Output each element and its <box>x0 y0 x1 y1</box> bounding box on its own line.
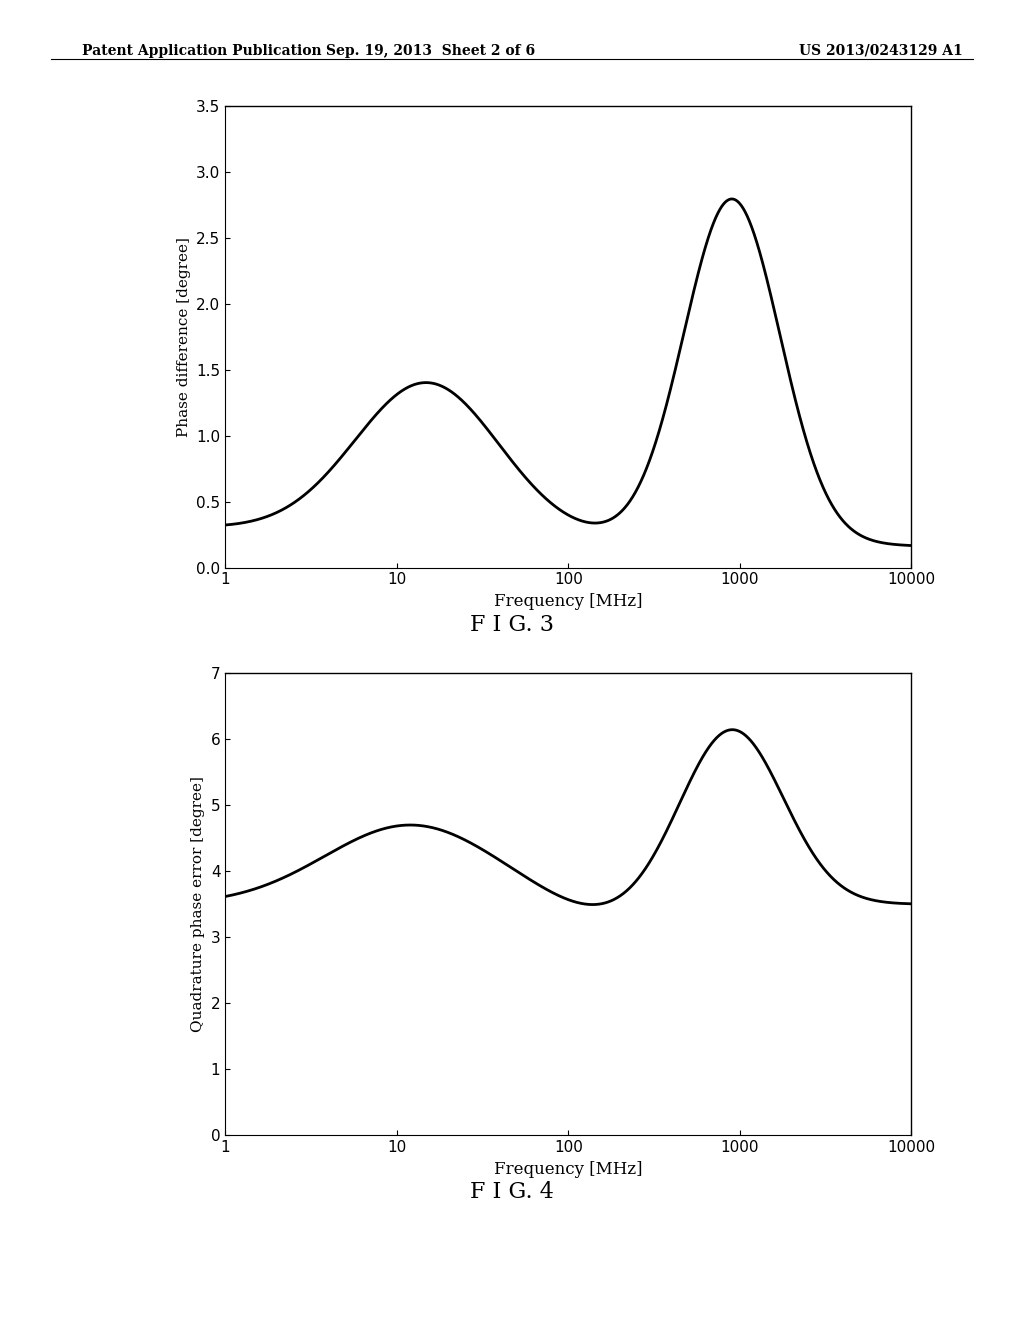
Text: F I G. 3: F I G. 3 <box>470 614 554 636</box>
Y-axis label: Quadrature phase error [degree]: Quadrature phase error [degree] <box>191 776 205 1032</box>
Text: Sep. 19, 2013  Sheet 2 of 6: Sep. 19, 2013 Sheet 2 of 6 <box>326 44 535 58</box>
X-axis label: Frequency [MHz]: Frequency [MHz] <box>494 1160 643 1177</box>
Text: US 2013/0243129 A1: US 2013/0243129 A1 <box>799 44 963 58</box>
X-axis label: Frequency [MHz]: Frequency [MHz] <box>494 593 643 610</box>
Y-axis label: Phase difference [degree]: Phase difference [degree] <box>176 236 190 437</box>
Text: F I G. 4: F I G. 4 <box>470 1181 554 1204</box>
Text: Patent Application Publication: Patent Application Publication <box>82 44 322 58</box>
